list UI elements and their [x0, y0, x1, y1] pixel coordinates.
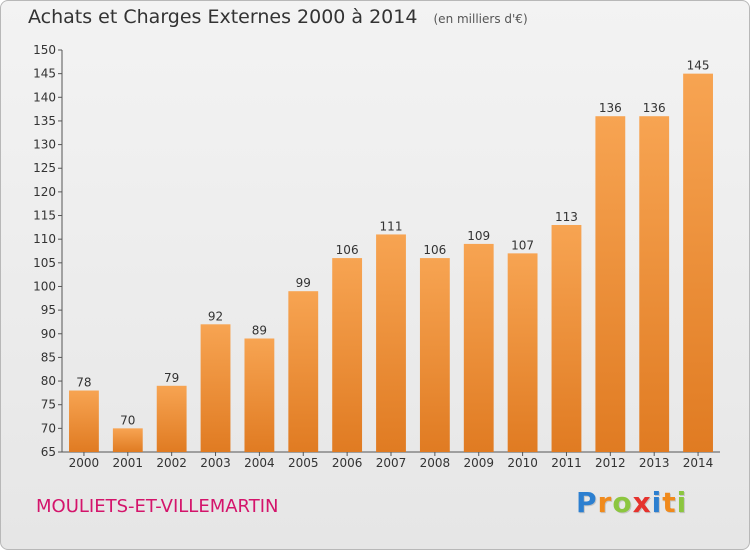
logo-letter: P: [576, 486, 598, 519]
data-label: 136: [599, 101, 622, 115]
bar: [683, 73, 713, 452]
y-tick-label: 75: [41, 398, 56, 412]
bar: [551, 224, 582, 452]
commune-name: MOULIETS-ET-VILLEMARTIN: [36, 496, 279, 517]
x-tick-label: 2011: [551, 456, 582, 470]
bar: [69, 390, 99, 452]
x-tick-label: 2004: [244, 456, 275, 470]
bar: [112, 428, 143, 452]
logo-letter: i: [676, 486, 688, 519]
x-tick-label: 2008: [420, 456, 451, 470]
data-label: 111: [380, 219, 403, 233]
bar: [156, 385, 187, 452]
y-tick-label: 65: [41, 445, 56, 459]
data-label: 113: [555, 210, 578, 224]
y-tick-label: 140: [33, 90, 56, 104]
y-tick-label: 115: [33, 209, 56, 223]
logo-letter: o: [612, 486, 633, 519]
y-tick-label: 100: [33, 279, 56, 293]
y-tick-label: 85: [41, 350, 56, 364]
x-tick-label: 2013: [639, 456, 670, 470]
bar: [639, 116, 670, 452]
chart-title: Achats et Charges Externes 2000 à 2014 (…: [28, 6, 528, 28]
y-tick-label: 135: [33, 114, 56, 128]
x-tick-label: 2001: [113, 456, 144, 470]
data-label: 106: [336, 243, 359, 257]
y-tick-label: 125: [33, 161, 56, 175]
bar: [419, 258, 450, 452]
data-label: 136: [643, 101, 666, 115]
bar: [332, 258, 363, 452]
y-tick-label: 105: [33, 256, 56, 270]
data-label: 79: [164, 371, 179, 385]
logo-letter: i: [651, 486, 663, 519]
bar: [244, 338, 275, 452]
x-tick-label: 2012: [595, 456, 626, 470]
x-tick-label: 2000: [69, 456, 100, 470]
y-tick-label: 95: [41, 303, 56, 317]
x-tick-label: 2003: [200, 456, 231, 470]
logo-letter: x: [632, 486, 652, 519]
y-tick-label: 70: [41, 421, 56, 435]
x-tick-label: 2005: [288, 456, 319, 470]
data-label: 145: [687, 59, 710, 73]
bar: [288, 291, 319, 452]
x-tick-label: 2010: [507, 456, 538, 470]
x-tick-label: 2014: [683, 456, 714, 470]
chart-axes: 65 70 75 80 85 90 95 100 105 110 115 120 125 130 135 14…: [33, 43, 720, 470]
chart-unit: (en milliers d'€): [433, 12, 528, 26]
y-tick-label: 80: [41, 374, 56, 388]
data-label: 92: [208, 309, 223, 323]
bar: [200, 324, 231, 452]
x-tick-label: 2006: [332, 456, 363, 470]
logo-letter: r: [597, 486, 613, 519]
data-label: 70: [120, 413, 135, 427]
data-label: 78: [76, 376, 91, 390]
y-tick-label: 130: [33, 138, 56, 152]
y-tick-label: 90: [41, 327, 56, 341]
y-tick-label: 110: [33, 232, 56, 246]
chart-bars: 78 70 79 92 89 99 106 111 106 109 107 113 136 136 145: [69, 59, 713, 452]
bar: [463, 243, 494, 452]
x-tick-label: 2002: [156, 456, 187, 470]
logo-letter: t: [662, 486, 677, 519]
y-tick-label: 120: [33, 185, 56, 199]
chart-title-text: Achats et Charges Externes 2000 à 2014: [28, 6, 418, 28]
y-tick-label: 150: [33, 43, 56, 57]
bar: [507, 253, 538, 452]
bar: [595, 116, 626, 452]
y-tick-label: 145: [33, 67, 56, 81]
bar: [376, 234, 406, 452]
proxiti-logo: Proxiti: [576, 486, 687, 519]
x-tick-label: 2007: [376, 456, 407, 470]
data-label: 106: [423, 243, 446, 257]
data-label: 89: [252, 323, 267, 337]
data-label: 109: [467, 229, 490, 243]
data-label: 107: [511, 238, 534, 252]
data-label: 99: [296, 276, 311, 290]
x-tick-label: 2009: [463, 456, 494, 470]
